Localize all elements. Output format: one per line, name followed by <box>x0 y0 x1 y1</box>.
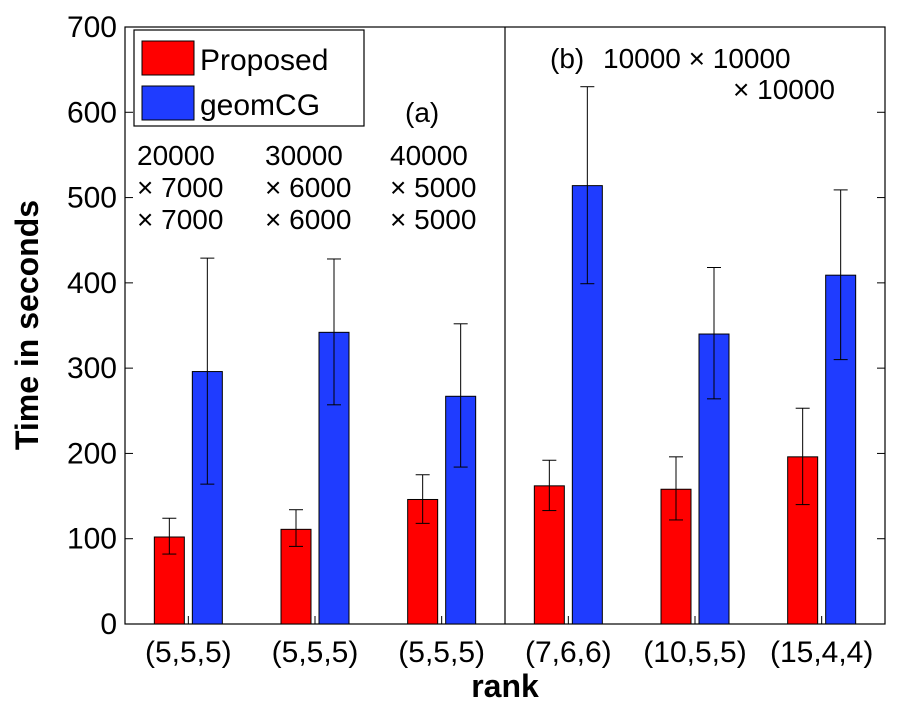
plot-frame <box>124 26 886 625</box>
panel-a-size-1: 20000 × 7000 × 7000 <box>137 140 223 235</box>
svg-text:× 7000: × 7000 <box>137 204 223 235</box>
y-axis: 0 100 200 300 400 500 600 700 <box>67 11 885 641</box>
svg-text:30000: 30000 <box>265 140 343 171</box>
panel-b-label: (b) <box>550 43 584 74</box>
y-tick-label: 600 <box>67 96 117 129</box>
x-axis-title: rank <box>471 668 539 704</box>
y-tick-label: 100 <box>67 523 117 556</box>
y-axis-title: Time in seconds <box>9 200 45 450</box>
x-tick-label: (5,5,5) <box>272 636 359 669</box>
panel-b-size-line-2: × 10000 <box>733 74 835 105</box>
x-tick-label: (10,5,5) <box>643 636 746 669</box>
error-bars-layer <box>162 86 848 555</box>
x-tick-label: (5,5,5) <box>145 636 232 669</box>
panel-b-size-line-1: 10000 × 10000 <box>603 43 791 74</box>
y-tick-label: 400 <box>67 267 117 300</box>
x-axis: (5,5,5) (5,5,5) (5,5,5) (7,6,6) (10,5,5) (15,… <box>145 616 873 669</box>
legend-label-proposed: Proposed <box>200 44 328 77</box>
legend-label-geomcg: geomCG <box>200 89 320 122</box>
legend-swatch-geomcg <box>141 85 195 121</box>
svg-text:40000: 40000 <box>390 140 468 171</box>
y-tick-label: 500 <box>67 182 117 215</box>
x-tick-label: (7,6,6) <box>525 636 612 669</box>
svg-text:× 5000: × 5000 <box>390 204 476 235</box>
panel-a-size-2: 30000 × 6000 × 6000 <box>265 140 351 235</box>
legend: Proposed geomCG <box>133 29 365 127</box>
x-tick-label: (15,4,4) <box>770 636 873 669</box>
svg-text:× 5000: × 5000 <box>390 172 476 203</box>
y-tick-label: 0 <box>100 608 117 641</box>
y-tick-label: 700 <box>67 11 117 44</box>
svg-text:× 7000: × 7000 <box>137 172 223 203</box>
legend-swatch-proposed <box>141 40 195 76</box>
y-tick-label: 200 <box>67 437 117 470</box>
panel-a-label: (a) <box>405 97 439 128</box>
svg-text:20000: 20000 <box>137 140 215 171</box>
svg-text:× 6000: × 6000 <box>265 204 351 235</box>
x-tick-label: (5,5,5) <box>398 636 485 669</box>
svg-text:× 6000: × 6000 <box>265 172 351 203</box>
panel-a-size-3: 40000 × 5000 × 5000 <box>390 140 476 235</box>
y-tick-label: 300 <box>67 352 117 385</box>
